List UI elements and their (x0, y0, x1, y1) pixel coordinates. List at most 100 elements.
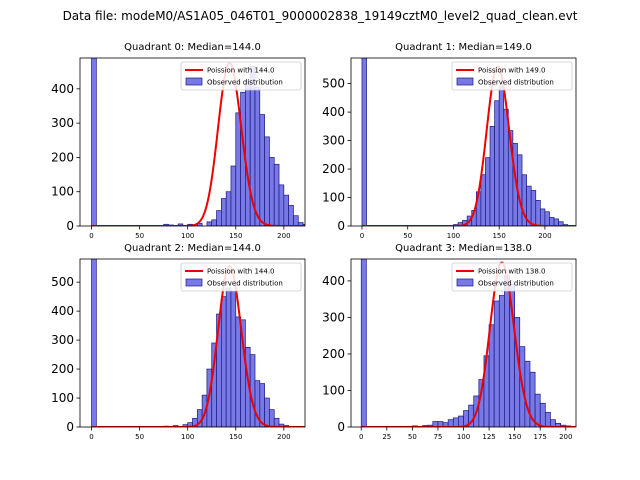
y-tick-label: 0 (337, 219, 345, 233)
histogram-bar (361, 58, 367, 226)
legend-bar-swatch (456, 77, 474, 86)
subplot-title: Quadrant 0: Median=144.0 (124, 42, 261, 53)
subplot-grid: Quadrant 0: Median=144.0 0 100 200 300 400 0 50… (51, 42, 577, 441)
histogram-bar (269, 409, 275, 427)
figure-suptitle: Data file: modeM0/AS1A05_046T01_90000028… (63, 9, 578, 23)
legend-label-observed: Observed distribution (478, 79, 554, 87)
x-tick-label: 200 (277, 433, 290, 441)
x-tick-label: 0 (89, 433, 93, 441)
y-tick-label: 100 (51, 391, 74, 405)
histogram-bar (494, 100, 500, 226)
x-tick-label: 150 (229, 232, 242, 240)
histogram-bar (225, 287, 232, 427)
x-tick-label: 100 (447, 232, 460, 240)
x-tick-label: 75 (433, 433, 442, 441)
histogram-bar (485, 157, 491, 226)
axes-frame (79, 258, 306, 428)
histogram-bar (254, 86, 261, 226)
legend-label-observed: Observed distribution (207, 280, 283, 288)
x-tick-label: 100 (457, 433, 470, 441)
legend-label-observed: Observed distribution (478, 280, 554, 288)
x-tick-label: 175 (534, 433, 547, 441)
subplot-title: Quadrant 1: Median=149.0 (395, 42, 532, 53)
x-tick-label: 125 (482, 433, 495, 441)
histogram-bar (211, 219, 217, 226)
histogram-bar (544, 412, 551, 427)
x-tick-label: 150 (492, 232, 505, 240)
y-tick-label: 200 (51, 150, 74, 164)
x-tick-label: 200 (559, 433, 572, 441)
histogram-bar (283, 194, 290, 226)
histogram-bar (488, 324, 495, 427)
poisson-fit-line (91, 265, 305, 427)
x-tick-label: 0 (360, 232, 364, 240)
x-tick-label: 0 (359, 433, 363, 441)
y-tick-label: 200 (322, 347, 345, 361)
y-tick-label: 200 (51, 362, 74, 376)
subplot-title: Quadrant 2: Median=144.0 (124, 243, 261, 254)
histogram-bar (544, 211, 550, 226)
subplot-quadrant-3: Quadrant 3: Median=138.0 0 100 200 300 400 0 25… (322, 243, 577, 441)
histogram-bar (264, 136, 270, 226)
histogram-bar (447, 419, 454, 427)
histogram-bar (288, 205, 294, 226)
subplot-quadrant-1: Quadrant 1: Median=149.00100200300400500… (322, 42, 577, 240)
y-tick-label: 300 (51, 116, 74, 130)
x-tick-label: 150 (229, 433, 242, 441)
y-tick-label: 400 (51, 82, 74, 96)
legend-label-observed: Observed distribution (207, 79, 283, 87)
histogram-bars (91, 58, 305, 226)
legend: Poission with 144.0 Observed distribution (180, 61, 302, 91)
poisson-fit-line (361, 261, 576, 427)
legend-box (180, 61, 302, 91)
y-tick-label: 100 (51, 185, 74, 199)
y-tick-label: 400 (322, 105, 345, 119)
histogram-bar (530, 190, 537, 226)
x-tick-label: 100 (181, 232, 194, 240)
y-tick-label: 100 (322, 191, 345, 205)
y-tick-label: 500 (51, 275, 74, 289)
histogram-bar (539, 402, 546, 427)
histogram-bar (216, 210, 222, 226)
histogram-bar (558, 221, 564, 226)
y-tick-label: 300 (51, 333, 74, 347)
histogram-bar (269, 157, 275, 226)
x-tick-label: 50 (135, 232, 144, 240)
subplot-quadrant-0: Quadrant 0: Median=144.0 0 100 200 300 400 0 50… (51, 42, 306, 240)
poisson-fit-line (361, 65, 576, 226)
legend-box (451, 262, 573, 292)
x-tick-label: 50 (408, 433, 417, 441)
histogram-bar (273, 417, 280, 427)
histogram-bar (259, 114, 265, 226)
y-tick-label: 0 (66, 420, 74, 434)
histogram-bar (498, 295, 505, 427)
histogram-bar (91, 259, 97, 427)
legend-label-poisson: Poission with 144.0 (207, 268, 275, 276)
histogram-bar (498, 86, 505, 226)
subplot-title: Quadrant 3: Median=138.0 (395, 243, 532, 254)
x-tick-label: 50 (135, 433, 144, 441)
histogram-bar (489, 125, 495, 226)
histogram-bar (504, 275, 510, 427)
legend-bar-swatch (185, 77, 203, 86)
histogram-bar (278, 184, 285, 226)
axes-frame (79, 57, 306, 227)
poisson-fit-line (91, 62, 305, 226)
histogram-bar (480, 174, 486, 226)
histogram-bar (220, 296, 227, 427)
y-tick-label: 0 (337, 420, 345, 434)
histogram-bar (458, 415, 464, 427)
x-tick-label: 0 (89, 232, 93, 240)
x-tick-label: 200 (277, 232, 290, 240)
histogram-bar (273, 163, 280, 226)
histogram-bar (206, 221, 213, 226)
legend-box (180, 262, 302, 292)
x-tick-label: 200 (538, 232, 551, 240)
legend-label-poisson: Poission with 149.0 (478, 67, 546, 75)
legend-bar-swatch (185, 278, 203, 287)
histogram-bar (91, 58, 97, 226)
y-tick-label: 0 (66, 219, 74, 233)
histogram-bar (264, 397, 270, 427)
y-tick-label: 400 (51, 304, 74, 318)
